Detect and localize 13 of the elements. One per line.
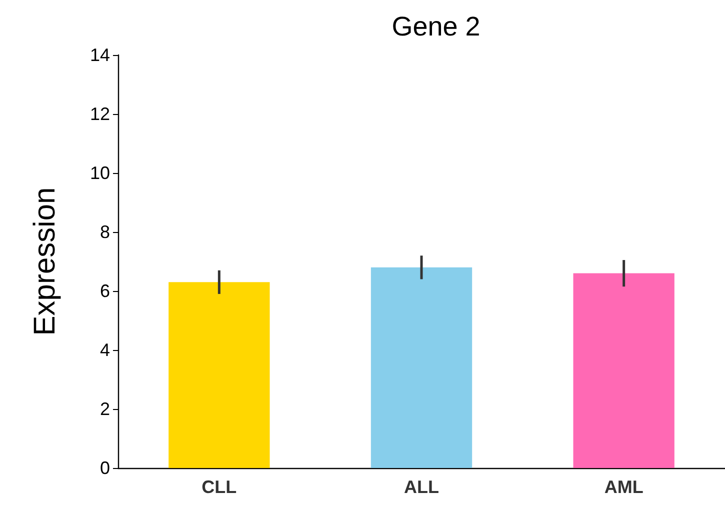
- chart-title: Gene 2: [392, 12, 480, 42]
- y-tick-label: 4: [100, 340, 110, 360]
- y-tick-label: 0: [100, 458, 110, 478]
- y-tick-label: 6: [100, 281, 110, 301]
- y-axis-title: Expression: [28, 187, 62, 336]
- y-tick-label: 12: [90, 104, 110, 124]
- y-tick-label: 14: [90, 45, 110, 65]
- y-tick-label: 2: [100, 399, 110, 419]
- x-tick-label: ALL: [404, 477, 439, 497]
- y-tick-label: 8: [100, 222, 110, 242]
- y-tick-label: 10: [90, 163, 110, 183]
- x-tick-label: AML: [604, 477, 644, 497]
- x-tick-label: CLL: [202, 477, 237, 497]
